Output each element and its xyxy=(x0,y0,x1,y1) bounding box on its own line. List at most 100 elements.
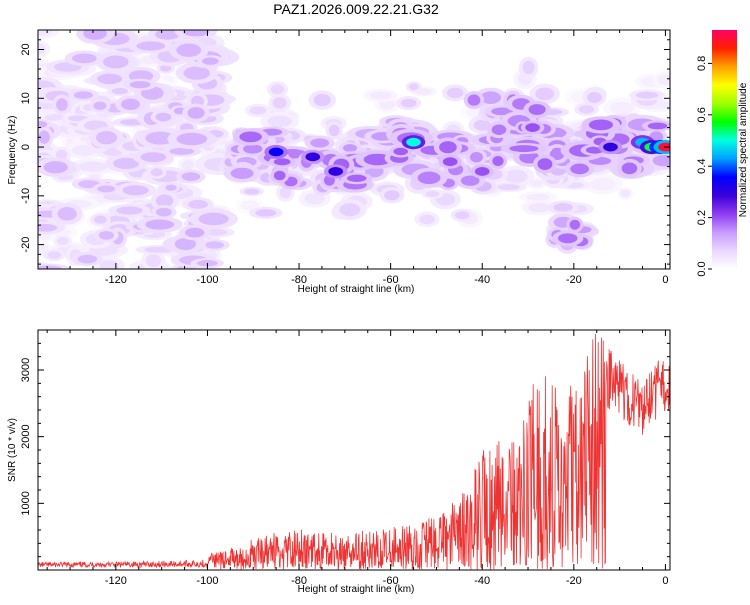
spectrogram-xlabel: Height of straight line (km) xyxy=(298,284,415,295)
heatmap-cell xyxy=(38,30,53,37)
heatmap-cell xyxy=(491,124,507,135)
heatmap-cell xyxy=(609,101,634,115)
heatmap-cell xyxy=(155,112,172,122)
figure-title: PAZ1.2026.009.22.21.G32 xyxy=(273,1,439,17)
heatmap-cell xyxy=(93,101,107,110)
heatmap-cell xyxy=(145,219,175,230)
heatmap-cell xyxy=(181,172,201,181)
heatmap-cell xyxy=(202,57,219,65)
heatmap-cell xyxy=(369,91,392,100)
heatmap-cell xyxy=(174,237,196,251)
heatmap-cell xyxy=(98,231,115,240)
y-tick-label: 20 xyxy=(20,43,32,55)
colorbar-tick-label: 0.2 xyxy=(696,210,708,225)
heatmap-cell xyxy=(588,119,613,131)
heatmap-cell xyxy=(116,206,143,215)
heatmap-cell xyxy=(525,123,540,132)
heatmap-cell xyxy=(72,53,97,64)
y-tick-label: 2000 xyxy=(20,424,32,448)
heatmap-cell xyxy=(509,145,539,153)
heatmap-cell xyxy=(181,159,195,171)
heatmap-cell xyxy=(570,163,590,175)
heatmap-cell xyxy=(136,41,166,51)
heatmap-cell xyxy=(128,70,154,82)
x-tick-label: -80 xyxy=(291,274,307,286)
heatmap-cell xyxy=(417,171,441,185)
heatmap-cell xyxy=(97,73,123,85)
heatmap-cell xyxy=(113,157,140,170)
heatmap-cell xyxy=(38,265,62,269)
x-tick-label: -60 xyxy=(383,274,399,286)
heatmap-cell xyxy=(165,184,177,191)
heatmap-cell xyxy=(99,260,120,269)
heatmap-cell xyxy=(304,192,325,205)
heatmap-cell xyxy=(553,203,573,212)
heatmap-cell xyxy=(145,131,175,145)
heatmap-cell xyxy=(145,253,162,268)
heatmap-cell xyxy=(620,189,631,198)
heatmap-cell xyxy=(73,91,93,99)
colorbar-ticks: 0.0 0.2 0.4 0.6 0.8 xyxy=(696,56,712,277)
snr-series-line xyxy=(38,333,670,570)
heatmap-cell xyxy=(198,212,229,226)
heatmap-cell xyxy=(504,169,528,183)
y-tick-label: 0 xyxy=(20,144,32,150)
heatmap-cell xyxy=(56,237,69,246)
heatmap-cell xyxy=(188,199,208,209)
snr-ylabel: SNR (10 * v/v) xyxy=(7,418,18,482)
heatmap-cell xyxy=(38,120,48,128)
snr-xlabel: Height of straight line (km) xyxy=(298,584,415,595)
heatmap-cell xyxy=(313,93,331,107)
heatmap-cell xyxy=(77,254,98,264)
heatmap-cell xyxy=(140,152,167,163)
heatmap-cell xyxy=(657,74,670,85)
heatmap-cell xyxy=(328,167,344,176)
heatmap-cell xyxy=(442,157,458,167)
heatmap-cell xyxy=(635,91,659,99)
heatmap-cell xyxy=(467,94,481,106)
heatmap-cell xyxy=(270,84,285,95)
heatmap-cell xyxy=(205,241,224,249)
heatmap-cell xyxy=(393,147,409,156)
spectrogram-ylabel: Frequency (Hz) xyxy=(7,116,18,185)
heatmap-cell xyxy=(244,188,260,195)
x-tick-label: -100 xyxy=(196,274,218,286)
x-tick-label: 0 xyxy=(662,575,668,587)
heatmap-cell xyxy=(491,107,514,116)
heatmap-cell xyxy=(273,170,286,181)
x-tick-label: -120 xyxy=(105,274,127,286)
colorbar-tick-label: 0.0 xyxy=(696,261,708,276)
heatmap-cell xyxy=(57,207,77,221)
heatmap-cell xyxy=(400,98,417,108)
heatmap-cell xyxy=(363,153,392,166)
heatmap-cell xyxy=(185,227,205,238)
colorbar-label: Normalized spectral amplitude xyxy=(738,82,749,217)
heatmap-cell xyxy=(480,91,501,104)
heatmap-cell xyxy=(535,87,555,101)
heatmap-cell xyxy=(38,43,46,55)
heatmap-cell xyxy=(155,194,174,208)
x-tick-label: -40 xyxy=(474,274,490,286)
heatmap-cell xyxy=(121,98,140,111)
heatmap-cell xyxy=(425,190,440,198)
heatmap-cell xyxy=(578,105,595,114)
x-tick-label: -100 xyxy=(196,575,218,587)
heatmap-cell xyxy=(590,177,616,191)
heatmap-cell xyxy=(346,174,367,182)
heatmap-cell xyxy=(406,137,421,147)
y-tick-label: 1000 xyxy=(20,491,32,515)
heatmap-cell xyxy=(240,200,260,211)
heatmap-cell xyxy=(305,152,321,162)
heatmap-cell xyxy=(272,97,287,109)
x-tick-label: -120 xyxy=(105,575,127,587)
x-tick-label: -60 xyxy=(383,575,399,587)
heatmap-cell xyxy=(343,144,358,152)
heatmap-cell xyxy=(446,87,464,99)
heatmap-cell xyxy=(273,158,291,166)
heatmap-cell xyxy=(44,114,65,121)
heatmap-cell xyxy=(239,131,262,143)
heatmap-cell xyxy=(587,92,602,103)
x-tick-label: -80 xyxy=(291,575,307,587)
snr-ticks: -120 -100 -80 -60 -40 -20 0 1000 2000 3000 xyxy=(20,329,670,587)
